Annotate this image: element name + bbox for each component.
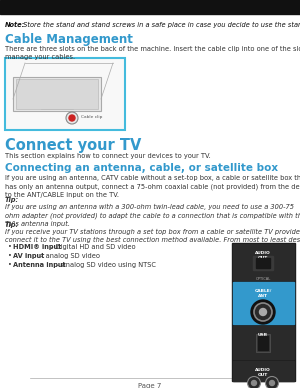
- Text: AUDIO
OUT: AUDIO OUT: [255, 251, 271, 260]
- Text: If you receive your TV stations through a set top box from a cable or satellite : If you receive your TV stations through …: [5, 229, 300, 243]
- Bar: [256, 258, 270, 268]
- Text: This section explains how to connect your devices to your TV.: This section explains how to connect you…: [5, 153, 211, 159]
- Bar: [41, 103, 73, 109]
- Circle shape: [260, 308, 266, 315]
- Text: USB: USB: [258, 333, 268, 337]
- Text: OPTICAL: OPTICAL: [255, 277, 271, 281]
- Text: If you are using an antenna, CATV cable without a set-top box, a cable or satell: If you are using an antenna, CATV cable …: [5, 175, 300, 197]
- Circle shape: [66, 112, 78, 124]
- Text: AUDIO
OUT: AUDIO OUT: [255, 368, 271, 377]
- Text: HDMI® input: HDMI® input: [13, 244, 61, 250]
- Bar: [232, 243, 295, 381]
- Circle shape: [69, 115, 75, 121]
- Circle shape: [248, 376, 260, 388]
- Text: Tip:: Tip:: [5, 197, 19, 203]
- Text: Connect your TV: Connect your TV: [5, 138, 141, 153]
- Text: If you are using an antenna with a 300-ohm twin-lead cable, you need to use a 30: If you are using an antenna with a 300-o…: [5, 204, 300, 227]
- Text: Cable Management: Cable Management: [5, 33, 133, 46]
- Text: •: •: [8, 253, 12, 259]
- Text: There are three slots on the back of the machine. Insert the cable clip into one: There are three slots on the back of the…: [5, 46, 300, 60]
- Bar: [13, 77, 101, 111]
- Text: Tip:: Tip:: [5, 222, 19, 228]
- Bar: [233, 326, 294, 359]
- Text: Page 7: Page 7: [138, 383, 162, 388]
- Bar: [253, 256, 273, 270]
- Text: Connecting an antenna, cable, or satellite box: Connecting an antenna, cable, or satelli…: [5, 163, 278, 173]
- Circle shape: [254, 303, 272, 321]
- Circle shape: [251, 300, 275, 324]
- Bar: [233, 244, 294, 280]
- Bar: [16, 79, 98, 109]
- Text: •: •: [8, 262, 12, 268]
- Text: CABLE/
ANT: CABLE/ ANT: [254, 289, 272, 298]
- Text: Antenna input: Antenna input: [13, 262, 66, 268]
- Bar: [0, 0, 300, 14]
- Text: – analog SD video using NTSC: – analog SD video using NTSC: [54, 262, 156, 268]
- Circle shape: [266, 376, 278, 388]
- Text: Note:: Note:: [5, 22, 25, 28]
- Circle shape: [251, 381, 256, 386]
- Text: AV input: AV input: [13, 253, 44, 259]
- Text: •: •: [8, 244, 12, 250]
- Bar: [256, 334, 270, 352]
- Circle shape: [269, 381, 275, 386]
- Bar: [5, 58, 125, 130]
- Bar: [258, 336, 268, 350]
- Text: – analog SD video: – analog SD video: [38, 253, 100, 259]
- Text: Cable clip: Cable clip: [81, 115, 102, 119]
- Bar: [233, 282, 294, 324]
- Text: Store the stand and stand screws in a safe place in case you decide to use the s: Store the stand and stand screws in a sa…: [21, 22, 300, 28]
- Bar: [45, 97, 69, 103]
- Bar: [233, 361, 294, 381]
- Text: – Digital HD and SD video: – Digital HD and SD video: [48, 244, 135, 250]
